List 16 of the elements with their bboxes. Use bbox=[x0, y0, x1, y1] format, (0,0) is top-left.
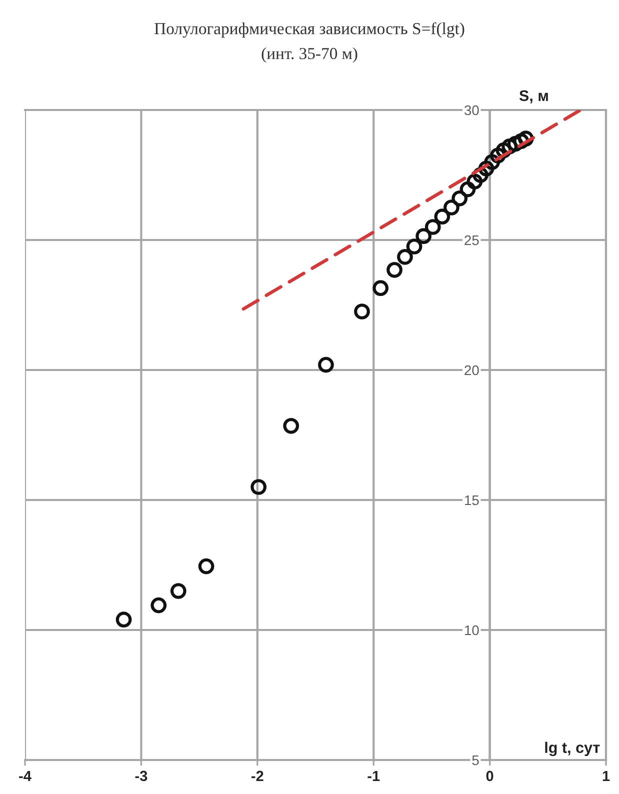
x-tick-label: -3 bbox=[135, 770, 148, 782]
y-tick-label: 30 bbox=[464, 105, 479, 116]
y-axis-title: S, м bbox=[519, 90, 548, 104]
y-tick-label: 20 bbox=[464, 365, 479, 376]
y-tick-label: 25 bbox=[464, 235, 479, 246]
x-axis-title: lg t, сут bbox=[545, 742, 600, 756]
chart-title: Полулогарифмическая зависимость S=f(lgt) bbox=[154, 22, 464, 38]
y-tick-label: 10 bbox=[464, 625, 479, 636]
x-tick-label: -1 bbox=[368, 770, 380, 781]
x-tick-label: 0 bbox=[486, 770, 494, 782]
x-tick-label: 1 bbox=[602, 770, 610, 781]
y-tick-label: 15 bbox=[464, 495, 479, 506]
x-tick-label: -2 bbox=[251, 770, 264, 781]
y-tick-label: 5 bbox=[472, 755, 479, 766]
chart-subtitle: (инт. 35-70 м) bbox=[262, 47, 358, 63]
x-tick-label: -4 bbox=[19, 770, 32, 781]
